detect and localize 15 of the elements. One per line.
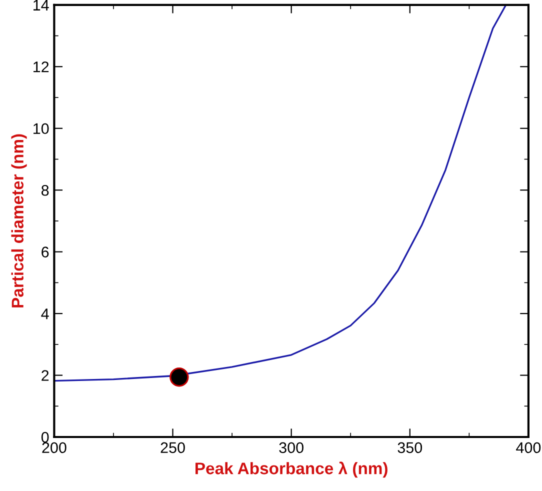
x-tick-label: 400 <box>516 442 541 454</box>
y-tick-label: 12 <box>34 62 49 72</box>
x-tick-label: 200 <box>42 442 66 454</box>
y-tick-label: 4 <box>41 308 49 320</box>
x-tick-label: 250 <box>160 442 185 454</box>
y-tick-label: 10 <box>34 123 49 134</box>
y-tick-label: 14 <box>34 0 49 10</box>
x-axis-title: Peak Absorbance λ (nm) <box>196 462 388 478</box>
x-tick-label: 300 <box>279 442 304 454</box>
x-tick-label: 350 <box>398 442 422 454</box>
y-tick-label: 0 <box>41 432 49 443</box>
y-tick-label: 8 <box>42 184 49 196</box>
y-tick-label: 6 <box>42 246 49 258</box>
y-axis-title: Partical diameter (nm) <box>11 134 27 308</box>
y-tick-label: 2 <box>42 370 49 381</box>
